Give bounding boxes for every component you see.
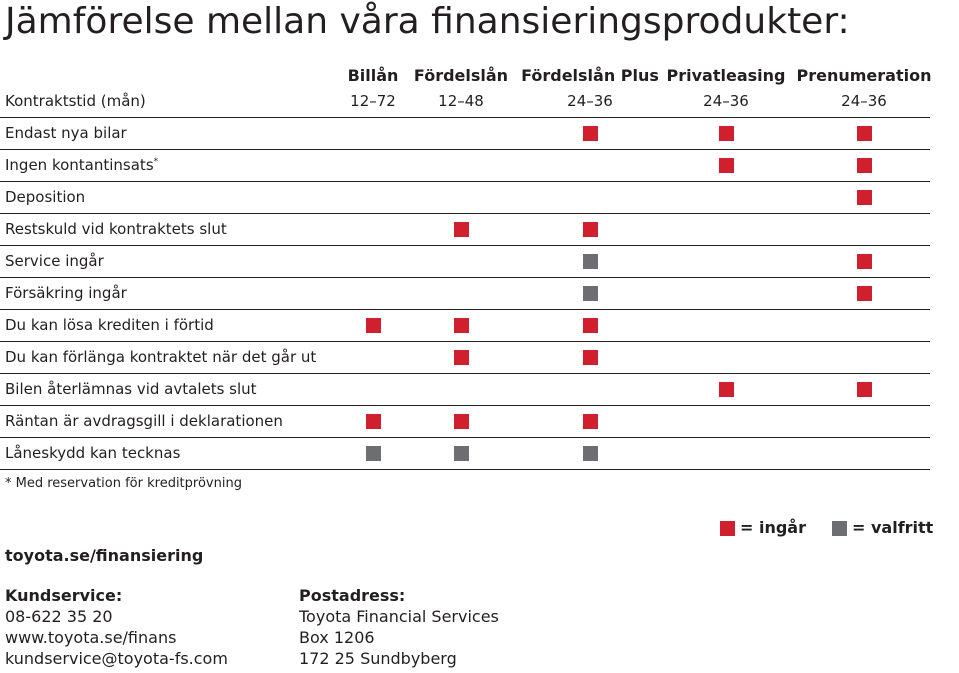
column-header: Prenumeration (796, 66, 932, 85)
included-marker (857, 158, 872, 173)
legend-optional-square (832, 521, 847, 536)
included-marker (583, 222, 598, 237)
included-marker (583, 318, 598, 333)
row-divider (0, 341, 930, 342)
included-marker (857, 382, 872, 397)
term-value: 12–48 (438, 92, 484, 110)
legend-included-square (720, 521, 735, 536)
included-marker (454, 222, 469, 237)
postal-address-line: 172 25 Sundbyberg (299, 649, 457, 668)
page-title: Jämförelse mellan våra finansieringsprod… (5, 1, 850, 42)
term-value: 24–36 (703, 92, 749, 110)
included-marker (719, 382, 734, 397)
optional-marker (583, 254, 598, 269)
customer-service-web[interactable]: www.toyota.se/finans (5, 628, 177, 647)
included-marker (583, 126, 598, 141)
row-divider (0, 309, 930, 310)
included-marker (454, 350, 469, 365)
legend-included-label: = ingår (740, 518, 806, 537)
row-label: Restskuld vid kontraktets slut (5, 220, 227, 238)
included-marker (366, 414, 381, 429)
term-value: 24–36 (841, 92, 887, 110)
column-header: Fördelslån (413, 66, 509, 85)
row-divider (0, 405, 930, 406)
term-label: Kontraktstid (mån) (5, 92, 146, 110)
row-label: Låneskydd kan tecknas (5, 444, 181, 462)
customer-service-heading: Kundservice: (5, 586, 123, 605)
customer-service-phone: 08-622 35 20 (5, 607, 113, 626)
included-marker (583, 414, 598, 429)
optional-marker (583, 286, 598, 301)
included-marker (857, 190, 872, 205)
included-marker (454, 414, 469, 429)
row-label: Ingen kontantinsats* (5, 156, 159, 174)
optional-marker (366, 446, 381, 461)
row-label: Service ingår (5, 252, 104, 270)
footnote: * Med reservation för kreditprövning (5, 476, 242, 491)
optional-marker (583, 446, 598, 461)
row-divider (0, 181, 930, 182)
included-marker (857, 286, 872, 301)
row-divider (0, 149, 930, 150)
included-marker (857, 126, 872, 141)
row-divider (0, 277, 930, 278)
footnote-marker: * (153, 157, 159, 167)
postal-address-line: Box 1206 (299, 628, 375, 647)
row-label: Endast nya bilar (5, 124, 127, 142)
column-header: Fördelslån Plus (521, 66, 659, 85)
row-divider (0, 373, 930, 374)
postal-address-heading: Postadress: (299, 586, 406, 605)
included-marker (719, 126, 734, 141)
included-marker (366, 318, 381, 333)
included-marker (583, 350, 598, 365)
column-header: Privatleasing (666, 66, 786, 85)
term-value: 24–36 (567, 92, 613, 110)
table-top-rule (0, 117, 930, 118)
postal-address-line: Toyota Financial Services (299, 607, 499, 626)
row-label: Försäkring ingår (5, 284, 127, 302)
included-marker (454, 318, 469, 333)
website-link[interactable]: toyota.se/finansiering (5, 546, 204, 565)
optional-marker (454, 446, 469, 461)
term-value: 12–72 (350, 92, 396, 110)
row-divider (0, 213, 930, 214)
row-label: Bilen återlämnas vid avtalets slut (5, 380, 257, 398)
row-label: Räntan är avdragsgill i deklarationen (5, 412, 283, 430)
row-divider (0, 437, 930, 438)
row-divider (0, 245, 930, 246)
row-divider (0, 469, 930, 470)
customer-service-email[interactable]: kundservice@toyota-fs.com (5, 649, 228, 668)
column-header: Billån (347, 66, 399, 85)
legend-optional-label: = valfritt (852, 518, 934, 537)
row-label: Du kan förlänga kontraktet när det går u… (5, 348, 317, 366)
row-label: Deposition (5, 188, 86, 206)
included-marker (857, 254, 872, 269)
included-marker (719, 158, 734, 173)
row-label: Du kan lösa krediten i förtid (5, 316, 214, 334)
